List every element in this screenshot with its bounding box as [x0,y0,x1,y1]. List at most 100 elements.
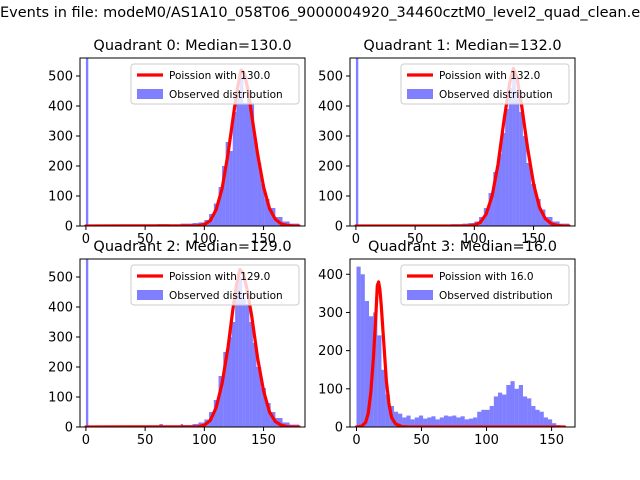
x-tick-label: 50 [407,232,424,247]
legend-label-poisson: Poission with 130.0 [169,70,270,82]
x-tick-label: 100 [192,232,217,247]
histogram-bar [510,381,515,427]
axes-frame [349,258,576,428]
y-tick-label: 300 [318,130,343,145]
histogram-bar [256,367,262,427]
histogram-bar [540,209,546,226]
histogram-bar [505,109,509,226]
histogram-bar [85,58,89,226]
histogram-bar [423,418,428,427]
histogram-bar [250,103,255,226]
histogram-bar [356,266,361,427]
histogram-bar [431,416,436,427]
histogram-bar [254,142,258,226]
x-tick-label: 0 [352,433,360,448]
y-tick-label: 200 [318,160,343,175]
panel-title: Quadrant 1: Median=132.0 [363,38,561,54]
histogram-bar [460,416,465,427]
histogram-bar [508,88,513,226]
histogram-bar [213,400,219,427]
histogram-bar [257,163,262,226]
legend-label-observed: Observed distribution [169,290,283,302]
histogram-bar [506,385,511,427]
histogram-bar [522,396,528,427]
histogram-bar [235,283,239,427]
histogram-bar [360,274,365,427]
y-tick-label: 100 [48,391,73,406]
legend-bar-swatch [137,89,163,99]
x-tick-label: 50 [413,433,430,448]
histogram-bar [443,415,449,427]
histogram-bar [245,304,250,427]
y-tick-label: 0 [65,220,73,235]
histogram-bar [393,411,399,427]
histogram-bar [519,112,523,226]
histogram-bar [498,154,502,226]
histogram-bar [456,417,461,427]
legend: Poission with 16.0 Observed distribution [400,264,570,306]
histogram-bar [229,151,233,226]
histogram-bar [373,312,378,427]
histogram-bar [239,76,244,226]
histogram-bar [225,142,230,226]
y-tick-label: 200 [318,344,343,359]
y-tick-label: 0 [335,220,343,235]
histogram-bar [448,416,453,427]
histogram-bar [498,392,503,427]
histogram-bar [406,415,411,427]
x-tick-label: 150 [251,232,276,247]
y-tick-label: 400 [318,100,343,115]
histogram-bar [410,419,415,427]
x-tick-label: 150 [521,232,546,247]
histogram-bar [552,423,557,427]
axes-frame [79,258,306,428]
histogram-bar [381,369,386,427]
y-tick-label: 100 [318,382,343,397]
histogram-bar [477,411,482,427]
histogram-bar [85,259,89,427]
histogram-bar [464,419,469,427]
histogram-bar [377,335,382,427]
histogram-bar [483,208,489,226]
y-tick-label: 0 [335,421,343,436]
histogram-bar [264,199,270,226]
histogram-bar [473,417,478,427]
y-tick-label: 500 [48,271,73,286]
histogram-bar [526,163,532,226]
x-tick-label: 50 [137,433,154,448]
panel-title: Quadrant 0: Median=130.0 [93,38,291,54]
x-tick-label: 100 [474,433,499,448]
y-tick-label: 400 [318,268,343,283]
histogram-bar [222,166,226,226]
y-tick-label: 100 [318,190,343,205]
y-tick-label: 400 [48,100,73,115]
histogram-bar [243,103,247,226]
panel-quadrant-1: Quadrant 1: Median=132.0 0 50 100 150 0 100 200… [318,38,576,247]
histogram-bar [502,394,507,427]
y-tick-label: 300 [318,306,343,321]
histogram-bar [493,396,499,427]
legend-box [400,63,570,105]
histogram-bar [246,94,251,226]
legend: Poission with 132.0 Observed distribution [400,63,570,105]
y-tick-label: 200 [48,361,73,376]
histogram-bar [228,337,232,427]
histogram-bar [238,277,243,427]
histogram-bar [489,406,494,427]
histogram-bar [414,417,419,427]
histogram-bar [236,97,240,226]
y-tick-label: 300 [48,130,73,145]
y-tick-label: 300 [48,331,73,346]
histogram-bar [501,133,506,226]
y-tick-label: 200 [48,160,73,175]
histogram-bar [418,415,424,427]
legend: Poission with 130.0 Observed distribution [130,63,300,105]
x-tick-label: 150 [539,433,564,448]
y-tick-label: 0 [65,421,73,436]
panel-title: Quadrant 2: Median=129.0 [93,239,291,255]
histogram-bar [435,419,440,427]
histogram-bar [385,394,390,427]
x-tick-label: 100 [192,433,217,448]
histogram-bar [213,203,219,226]
